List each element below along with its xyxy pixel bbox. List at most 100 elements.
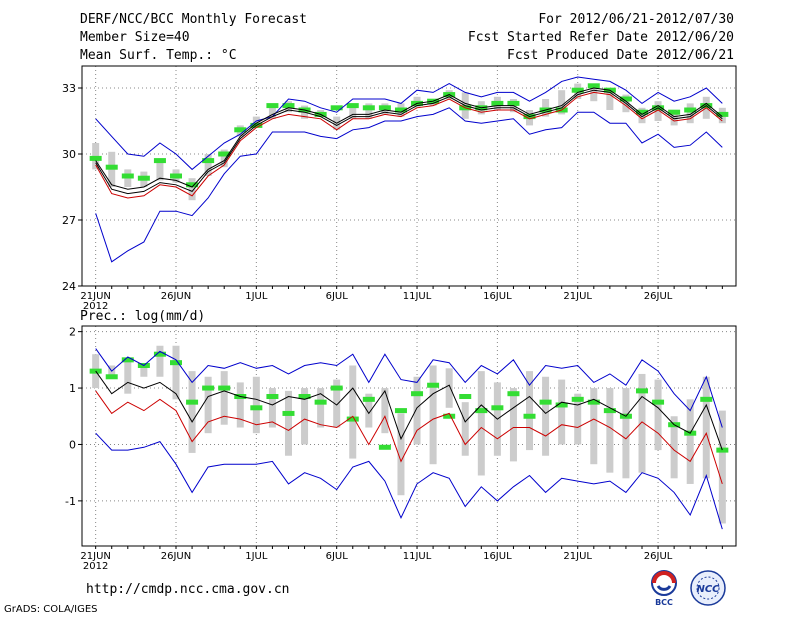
prec-frame: [81, 325, 737, 547]
temp-line-ens_mean_b: [95, 87, 723, 190]
prec-median-bar: [298, 394, 311, 400]
temp-range-box: [638, 107, 646, 124]
prec-range-box: [509, 388, 517, 462]
prec-median-bar: [716, 447, 729, 453]
prec-range-box: [284, 390, 292, 456]
prec-range-box: [558, 379, 566, 445]
temp-median-bar: [282, 103, 295, 109]
temp-median-bar: [587, 83, 600, 89]
temp-range-box: [670, 110, 678, 126]
prec-xtick-label: 21JUL: [563, 551, 592, 562]
start-date: Fcst Started Refer Date 2012/06/20: [467, 30, 734, 45]
temp-median-bar: [491, 100, 504, 106]
temp-median-bar: [89, 155, 102, 161]
prec-range-box: [236, 382, 244, 428]
prec-median-bar: [700, 396, 713, 402]
temp-xtick-label: 21JUN: [80, 291, 110, 302]
prec-range-box: [638, 373, 646, 473]
prec-range-box: [140, 365, 148, 377]
prec-range-box: [317, 388, 325, 428]
temp-median-bar: [153, 158, 166, 164]
prec-range-box: [718, 410, 726, 524]
temp-xtick-label: 26JUL: [644, 291, 673, 302]
temp-median-bar: [346, 103, 359, 109]
temp-median-bar: [137, 175, 150, 181]
temp-xtick-label: 16JUL: [483, 291, 512, 302]
temp-xtick-label: 6JUL: [326, 291, 349, 302]
prec-median-bar: [378, 444, 391, 450]
prec-median-bar: [346, 416, 359, 422]
prec-range-box: [622, 388, 630, 479]
temp-median-bar: [266, 103, 279, 109]
prec-median-bar: [170, 360, 183, 366]
prec-xtick-label: 26JUL: [644, 551, 673, 562]
temp-ytick-label: 33: [62, 82, 76, 95]
temp-range-box: [156, 158, 164, 181]
source-url[interactable]: http://cmdp.ncc.cma.gov.cn: [86, 582, 290, 597]
prec-median-bar: [587, 399, 600, 405]
prec-median-bar: [89, 368, 102, 374]
prec-median-bar: [443, 413, 456, 419]
temp-range-box: [686, 103, 694, 124]
temp-median-bar: [362, 105, 375, 111]
prec-median-bar: [491, 405, 504, 411]
temp-ytick-label: 30: [62, 148, 76, 161]
prec-ytick-label: 1: [69, 382, 76, 395]
bcc-logo-text: BCC: [655, 598, 673, 607]
temp-range-box: [188, 178, 196, 201]
prec-xtick-label: 6JUL: [326, 551, 349, 562]
prec-range-box: [188, 371, 196, 453]
prec-range-box: [333, 379, 341, 428]
prec-range-box: [220, 371, 228, 425]
prec-median-bar: [635, 388, 648, 394]
temp-median-bar: [202, 158, 215, 164]
prec-xtick-label: 21JUN: [80, 551, 110, 562]
prec-range-box: [301, 388, 309, 445]
temp-median-bar: [378, 105, 391, 111]
prec-range-box: [413, 376, 421, 445]
temp-ytick-label: 27: [62, 214, 76, 227]
prec-median-bar: [555, 402, 568, 408]
temp-median-bar: [507, 100, 520, 106]
prec-median-bar: [362, 396, 375, 402]
prec-median-bar: [475, 408, 488, 414]
temp-median-bar: [571, 87, 584, 93]
prec-range-box: [268, 388, 276, 428]
prec-median-bar: [652, 399, 665, 405]
prec-range-box: [445, 368, 453, 408]
temp-line-ctrl: [95, 91, 723, 199]
grads-credit: GrADS: COLA/IGES: [4, 604, 98, 615]
member-size: Member Size=40: [80, 30, 190, 45]
temp-median-bar: [186, 182, 199, 188]
prec-range-box: [124, 359, 132, 394]
prec-median-bar: [105, 374, 118, 380]
prec-line-ctrl: [95, 390, 723, 485]
prec-range-box: [365, 393, 373, 428]
forecast-period: For 2012/06/21-2012/07/30: [538, 12, 734, 27]
variable-label-prec: Prec.: log(mm/d): [80, 309, 206, 324]
prec-median-bar: [121, 357, 134, 363]
prec-range-box: [606, 388, 614, 473]
prec-median-bar: [571, 396, 584, 402]
ncc-logo-text: NCC: [696, 584, 720, 595]
temp-median-bar: [121, 173, 134, 179]
prec-median-bar: [427, 382, 440, 388]
prec-median-bar: [186, 399, 199, 405]
prec-median-bar: [330, 385, 343, 391]
prec-range-box: [204, 376, 212, 434]
precipitation-chart: -1 0 1 2 21JUN 26JUN 1JUL 6JUL 11JUL 16JUL 21JUL 26…: [65, 325, 737, 572]
prec-range-box: [686, 399, 694, 484]
prec-range-box: [542, 376, 550, 456]
chart-title: DERF/NCC/BCC Monthly Forecast: [80, 12, 307, 27]
prec-ytick-label: -1: [65, 495, 76, 508]
prec-range-box: [252, 376, 260, 434]
prec-range-box: [670, 416, 678, 479]
temp-median-bar: [716, 111, 729, 117]
temp-range-box: [654, 101, 662, 121]
prec-range-box: [590, 388, 598, 465]
temp-median-bar: [330, 105, 343, 111]
temp-xtick-label: 11JUL: [403, 291, 432, 302]
temp-line-min: [95, 107, 723, 263]
prec-median-bar: [394, 408, 407, 414]
prec-xtick-label: 11JUL: [403, 551, 432, 562]
